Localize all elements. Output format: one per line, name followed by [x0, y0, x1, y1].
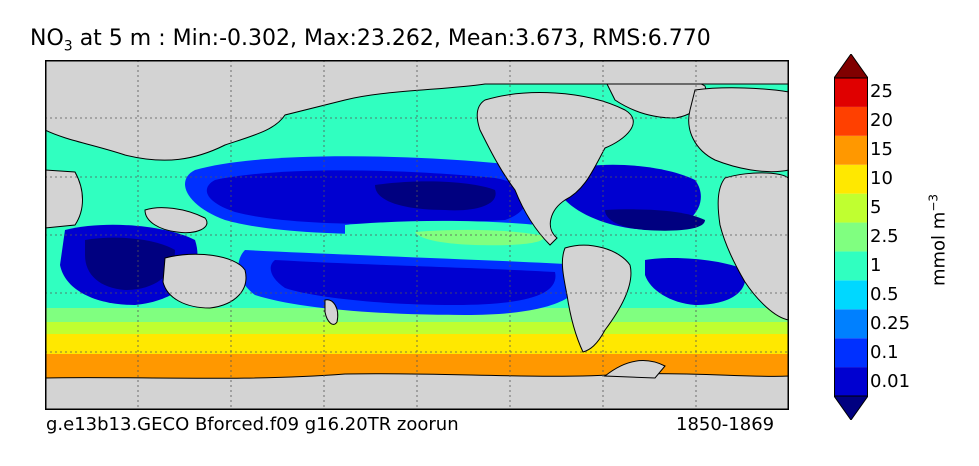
- colorbar-tick-label: 1: [870, 254, 882, 276]
- title-subscript: 3: [63, 38, 73, 55]
- colorbar: [833, 53, 869, 421]
- chart-title: NO3 at 5 m : Min:-0.302, Max:23.262, Mea…: [30, 26, 820, 54]
- colorbar-tick-label: 25: [870, 81, 893, 103]
- indian-ocean-core: [85, 237, 175, 290]
- land-africa: [717, 172, 789, 321]
- colorbar-tick-label: 0.5: [870, 283, 899, 305]
- land-eurasia-east: [688, 87, 789, 173]
- colorbar-tick-label: 5: [870, 197, 882, 219]
- unit-exponent: −3: [926, 193, 941, 212]
- colorbar-cell: [834, 251, 868, 281]
- land-antarctic-ice-edge: [603, 360, 666, 379]
- map-border: [45, 60, 789, 410]
- colorbar-tick-label: 15: [870, 139, 893, 161]
- colorbar-swatches: [833, 53, 869, 421]
- land-africa-west: [45, 169, 83, 229]
- colorbar-extend-min: [833, 395, 869, 421]
- north-atlantic-core: [605, 209, 705, 231]
- experiment-name: g.e13b13.GECO Bforced.f09 g16.20TR zooru…: [46, 414, 459, 435]
- colorbar-extend-max: [833, 53, 869, 79]
- map-plot: [45, 60, 789, 410]
- nitrate-map: [45, 60, 789, 410]
- colorbar-frame: [834, 77, 868, 397]
- colorbar-tick-label: 2.5: [870, 226, 899, 247]
- colorbar-tick-label: 0.01: [870, 370, 911, 392]
- colorbar-tick-label: 20: [870, 110, 893, 132]
- map-gridlines: [45, 60, 789, 410]
- colorbar-cell: [834, 367, 868, 396]
- year-range: 1850-1869: [676, 414, 775, 435]
- colorbar-cell: [834, 78, 868, 107]
- colorbar-cell: [834, 222, 868, 252]
- colorbar-tick-label: 0.25: [870, 312, 911, 334]
- colorbar-cell: [834, 164, 868, 194]
- title-variable: NO: [30, 26, 64, 51]
- land-new-zealand: [324, 299, 339, 325]
- title-stats: at 5 m : Min:-0.302, Max:23.262, Mean:3.…: [72, 26, 711, 51]
- colorbar-cell: [834, 106, 868, 136]
- colorbar-cell: [834, 135, 868, 165]
- land-maritime-continent: [144, 207, 208, 234]
- equatorial-pacific-core: [415, 229, 545, 246]
- colorbar-cell: [834, 309, 868, 339]
- north-pacific-gyre-core: [375, 181, 496, 211]
- band-southern-lime: [45, 322, 789, 336]
- colorbar-cell: [834, 338, 868, 368]
- colorbar-tick-label: 10: [870, 168, 893, 190]
- colorbar-tick-label: 0.1: [870, 341, 899, 363]
- land-north-america: [476, 92, 634, 246]
- colorbar-unit: mmol m−3: [918, 180, 958, 300]
- colorbar-cell: [834, 193, 868, 223]
- colorbar-cell: [834, 280, 868, 310]
- land-south-america: [561, 244, 632, 353]
- south-pacific-gyre: [270, 260, 556, 305]
- unit-base: mmol m: [928, 211, 950, 287]
